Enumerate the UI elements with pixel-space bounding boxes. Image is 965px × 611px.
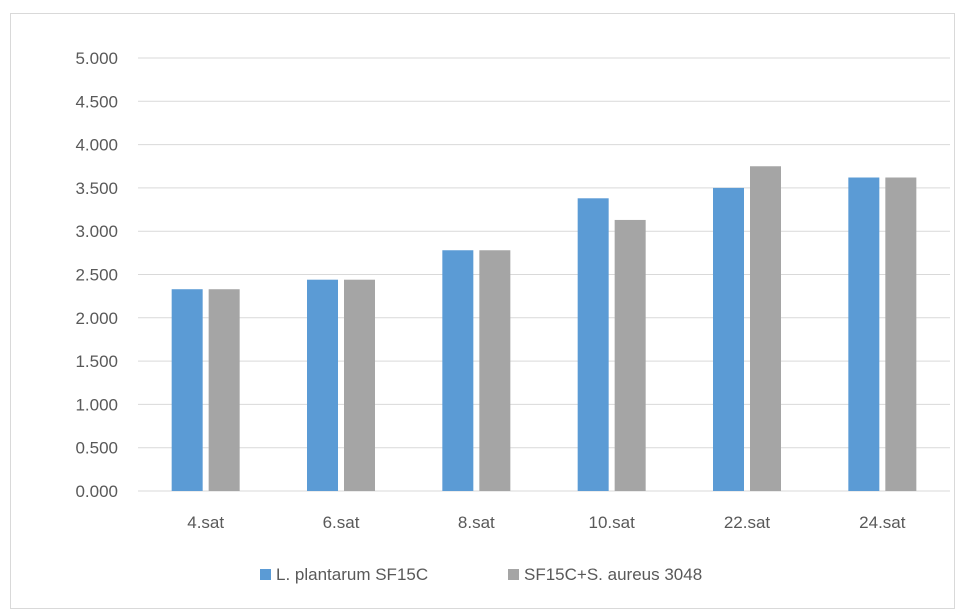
y-tick-label: 3.500 (75, 179, 118, 198)
bar-series1-8.sat (442, 250, 474, 491)
bar-series2-24.sat (885, 177, 917, 491)
bar-series1-10.sat (577, 198, 609, 492)
y-tick-label: 2.000 (75, 309, 118, 328)
y-axis-tick-labels: 0.000 0.500 1.000 1.500 2.000 2.500 3.000 3.500… (75, 49, 118, 501)
bar-series1-22.sat (713, 187, 744, 491)
bar-series1-6.sat (307, 279, 338, 491)
y-tick-label: 2.500 (75, 266, 118, 285)
legend-label: SF15C+S. aureus 3048 (524, 565, 702, 584)
y-tick-label: 0.000 (75, 482, 118, 501)
bar-series2-6.sat (344, 279, 375, 491)
bar-series2-8.sat (479, 250, 511, 491)
gridlines (138, 57, 950, 492)
x-tick-label: 8.sat (458, 513, 495, 532)
y-tick-label: 4.000 (75, 136, 118, 155)
bar-series1-4.sat (171, 289, 203, 491)
y-tick-label: 4.500 (75, 92, 118, 111)
y-tick-label: 0.500 (75, 439, 118, 458)
bar-series2-10.sat (614, 219, 646, 491)
x-tick-label: 10.sat (589, 513, 636, 532)
x-tick-label: 4.sat (187, 513, 224, 532)
y-tick-label: 3.000 (75, 222, 118, 241)
bars (171, 166, 917, 492)
bar-series2-4.sat (208, 289, 240, 491)
bar-series1-24.sat (848, 177, 880, 491)
x-tick-label: 22.sat (724, 513, 771, 532)
bar-series2-22.sat (750, 166, 781, 491)
legend: L. plantarum SF15C SF15C+S. aureus 3048 (260, 565, 702, 584)
x-tick-label: 6.sat (323, 513, 360, 532)
legend-swatch (508, 569, 519, 580)
legend-swatch (260, 569, 271, 580)
y-tick-label: 1.000 (75, 395, 118, 414)
y-tick-label: 1.500 (75, 352, 118, 371)
y-tick-label: 5.000 (75, 49, 118, 68)
legend-label: L. plantarum SF15C (276, 565, 428, 584)
x-tick-label: 24.sat (859, 513, 906, 532)
x-axis-tick-labels: 4.sat 6.sat 8.sat 10.sat 22.sat 24.sat (187, 513, 906, 532)
